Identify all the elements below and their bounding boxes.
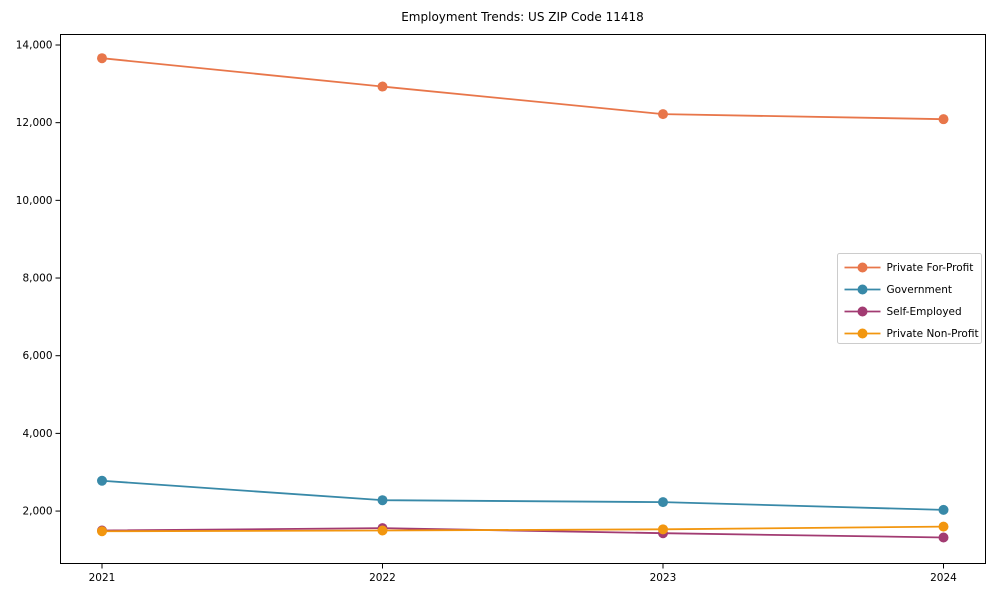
y-tick-label: 4,000 [22,428,52,440]
series-marker-government [938,504,949,515]
legend-box [837,253,982,344]
series-marker-government [377,495,388,506]
series-marker-private-for-profit [97,53,107,64]
y-tick-label: 10,000 [16,195,53,207]
x-tick-label: 2024 [930,572,957,584]
series-marker-private-non-profit [658,524,668,535]
legend-label: Private Non-Profit [887,328,979,340]
series-marker-private-non-profit [97,526,107,537]
legend-marker [857,262,868,273]
y-tick-label: 14,000 [16,39,53,51]
series-marker-government [658,497,668,508]
y-tick-label: 12,000 [16,117,53,129]
legend-label: Private For-Profit [887,262,974,274]
legend-marker [857,306,868,317]
series-marker-self-employed [938,532,949,543]
legend-label: Government [887,284,952,296]
x-tick-label: 2022 [369,572,396,584]
series-marker-private-for-profit [938,114,949,125]
legend-marker [857,328,868,339]
x-tick-label: 2021 [89,572,116,584]
x-tick-label: 2023 [650,572,677,584]
series-marker-private-for-profit [658,109,668,120]
legend-label: Self-Employed [887,306,962,318]
plot-border [60,34,986,564]
chart-title: Employment Trends: US ZIP Code 11418 [401,10,644,24]
y-tick-label: 2,000 [22,506,52,518]
series-line-private-non-profit [101,525,944,533]
y-tick-label: 6,000 [22,350,52,362]
legend-marker [857,284,868,295]
series-marker-government [97,475,107,486]
series-marker-private-for-profit [377,81,388,92]
series-line-government [101,479,944,511]
series-line-private-for-profit [101,57,944,121]
series-marker-private-non-profit [377,525,388,536]
series-marker-private-non-profit [938,521,949,532]
y-tick-label: 8,000 [22,273,52,285]
